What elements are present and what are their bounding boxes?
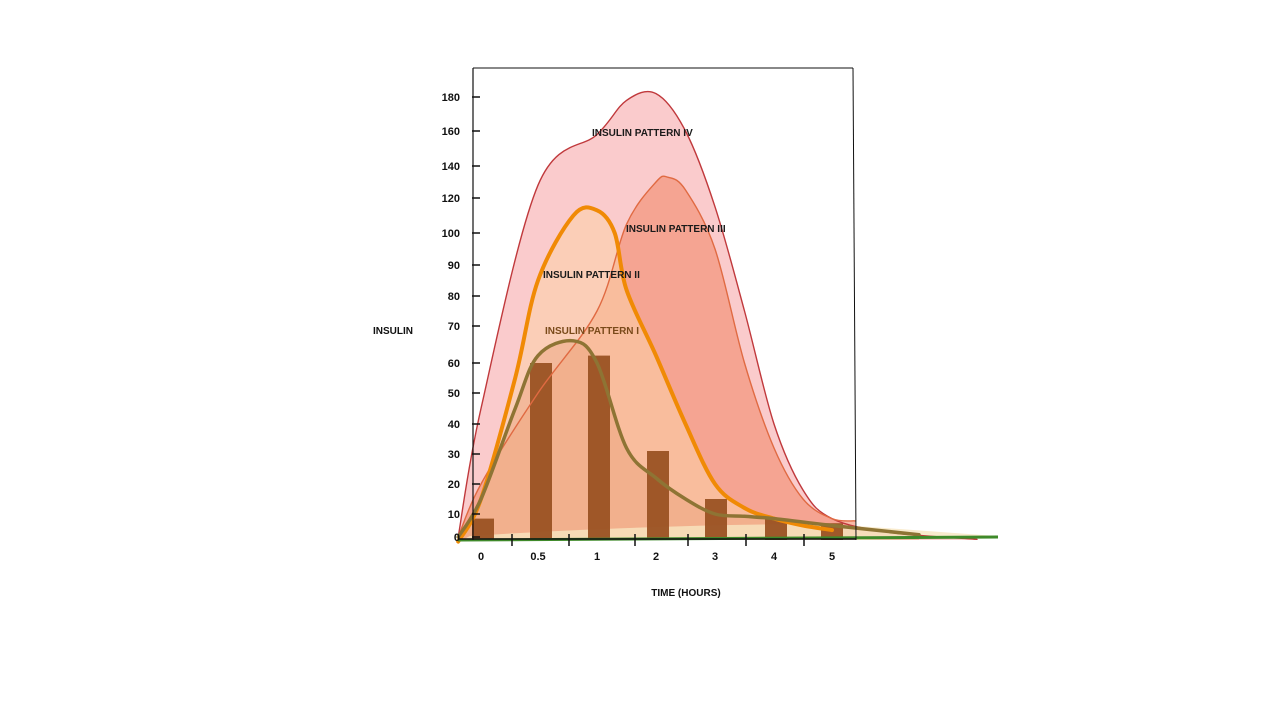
y-tick-label: 140 <box>442 161 460 173</box>
x-tick-label: 1 <box>594 551 600 563</box>
y-tick-label: 160 <box>442 126 460 138</box>
bar-0 <box>472 518 494 540</box>
y-tick-label: 60 <box>448 358 460 370</box>
label-insulin-pattern-iv: INSULIN PATTERN IV <box>592 128 693 139</box>
bar-0-5 <box>530 363 552 540</box>
label-insulin-pattern-i: INSULIN PATTERN I <box>545 326 639 337</box>
line-insulin-pattern-ii <box>456 205 834 544</box>
y-tick-label: 100 <box>442 228 460 240</box>
bar-3 <box>705 499 727 540</box>
x-tick-label: 4 <box>771 551 778 563</box>
x-tick-label: 2 <box>653 551 659 563</box>
y-tick-label: 120 <box>442 193 460 205</box>
line-insulin-pattern-iv <box>457 90 978 540</box>
x-tick-label: 5 <box>829 551 835 563</box>
bar-1 <box>588 355 610 540</box>
y-tick-label: 0 <box>454 532 460 544</box>
x-tick-label: 0.5 <box>530 551 545 563</box>
bar-2 <box>647 451 669 540</box>
y-tick-label: 10 <box>448 509 460 521</box>
x-axis-title: TIME (HOURS) <box>651 588 720 599</box>
y-tick-label: 70 <box>448 321 460 333</box>
axes <box>458 67 857 541</box>
y-tick-label: 30 <box>448 449 460 461</box>
line-insulin-pattern-i <box>456 338 921 539</box>
y-tick-label: 20 <box>448 479 460 491</box>
y-tick-label: 90 <box>448 260 460 272</box>
y-tick-label: 180 <box>442 92 460 104</box>
label-insulin-pattern-ii: INSULIN PATTERN II <box>543 270 640 281</box>
label-insulin-pattern-iii: INSULIN PATTERN III <box>626 224 726 235</box>
y-tick-label: 40 <box>448 419 460 431</box>
y-axis-title: INSULIN <box>373 326 413 337</box>
x-tick-label: 3 <box>712 551 718 563</box>
plot-right-border <box>852 67 857 541</box>
bar-4 <box>765 518 787 540</box>
bars <box>472 355 843 540</box>
ticks: 0 10 20 30 40 50 60 70 80 90 100 120 140 160 180 0 0.5 1 2… <box>442 92 835 563</box>
series-labels: INSULIN PATTERN IV INSULIN PATTERN III INS… <box>543 128 726 337</box>
y-tick-label: 50 <box>448 388 460 400</box>
area-insulin-pattern-i <box>458 340 919 540</box>
x-tick-label: 0 <box>478 551 484 563</box>
y-tick-label: 80 <box>448 291 460 303</box>
line-insulin-pattern-iii <box>457 175 856 538</box>
